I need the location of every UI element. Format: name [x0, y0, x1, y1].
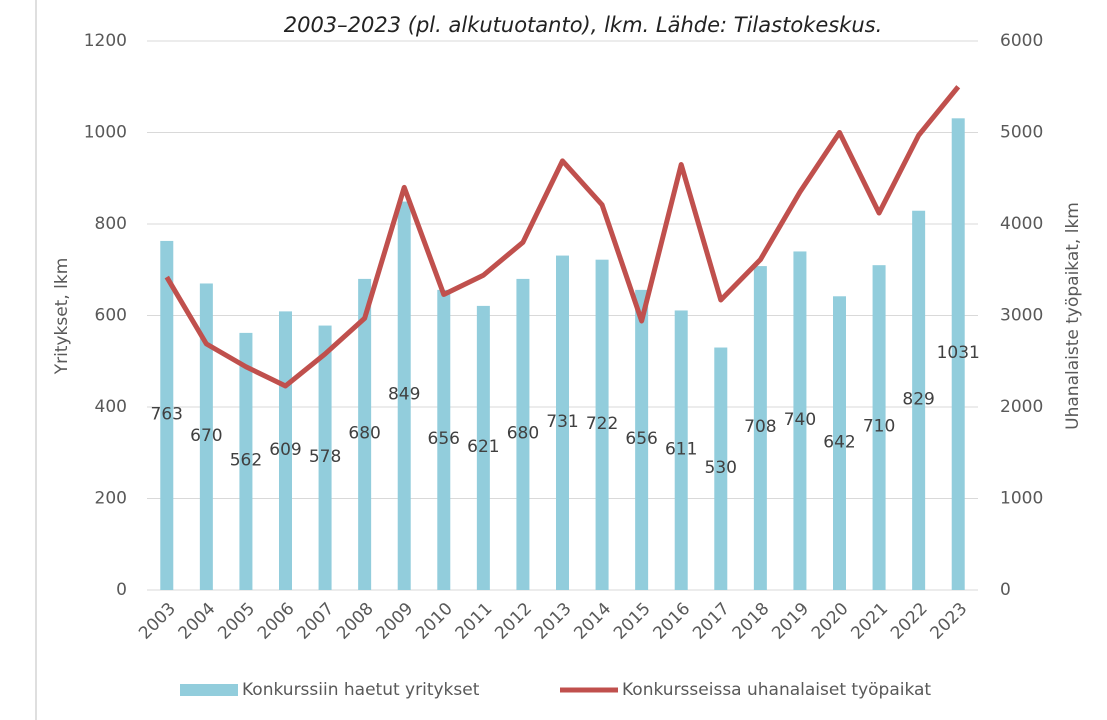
y-tick-label: 1200 — [84, 31, 127, 51]
x-tick-label: 2009 — [373, 599, 418, 644]
x-tick-label: 2007 — [293, 599, 338, 644]
y2-tick-label: 6000 — [1000, 31, 1043, 51]
data-label: 1031 — [937, 343, 980, 363]
data-label: 642 — [823, 432, 855, 452]
bar — [516, 278, 530, 590]
y2-tick-label: 5000 — [1000, 123, 1043, 143]
data-label: 562 — [230, 451, 262, 471]
y-tick-label: 600 — [95, 306, 127, 326]
y2-tick-label: 1000 — [1000, 489, 1043, 509]
x-tick-label: 2022 — [887, 599, 932, 644]
y2-tick-label: 2000 — [1000, 397, 1043, 417]
bar — [951, 118, 965, 590]
data-label: 656 — [428, 429, 460, 449]
chart-border — [35, 0, 37, 720]
bar — [872, 265, 886, 590]
bar — [318, 325, 332, 590]
y-tick-label: 1000 — [84, 123, 127, 143]
legend-label: Konkursseissa uhanalaiset työpaikat — [622, 680, 931, 700]
data-label: 680 — [348, 424, 380, 444]
x-tick-label: 2010 — [412, 599, 457, 644]
y2-axis-label: Uhanalaiste työpaikat, lkm — [1063, 202, 1083, 430]
x-tick-label: 2013 — [531, 599, 576, 644]
legend-label: Konkurssiin haetut yritykset — [242, 680, 480, 700]
bar — [635, 289, 649, 590]
legend-swatch — [180, 684, 238, 696]
x-tick-label: 2021 — [847, 599, 892, 644]
data-label: 722 — [586, 414, 618, 434]
bar — [437, 289, 451, 590]
x-tick-label: 2008 — [333, 599, 378, 644]
x-tick-label: 2017 — [689, 599, 734, 644]
data-label: 611 — [665, 439, 697, 459]
bar — [753, 266, 767, 590]
x-tick-label: 2015 — [610, 599, 655, 644]
data-label: 710 — [863, 417, 895, 437]
bar — [595, 259, 609, 590]
y2-tick-label: 0 — [1000, 580, 1011, 600]
y-tick-label: 400 — [95, 397, 127, 417]
x-tick-label: 2003 — [135, 599, 180, 644]
data-label: 530 — [705, 458, 737, 478]
bar — [358, 278, 372, 590]
x-tick-label: 2011 — [452, 599, 497, 644]
y-tick-label: 800 — [95, 214, 127, 234]
bar — [793, 251, 807, 590]
data-label: 621 — [467, 437, 499, 457]
bar — [199, 283, 213, 590]
bar — [160, 240, 174, 591]
x-tick-label: 2020 — [808, 599, 853, 644]
data-label: 708 — [744, 417, 776, 437]
x-tick-label: 2018 — [729, 599, 774, 644]
bar — [239, 332, 253, 590]
data-label: 731 — [546, 412, 578, 432]
x-tick-label: 2005 — [214, 599, 259, 644]
y-tick-label: 200 — [95, 489, 127, 509]
x-tick-label: 2016 — [650, 599, 695, 644]
data-label: 609 — [269, 440, 301, 460]
bar — [476, 305, 490, 590]
bar — [674, 310, 688, 590]
x-tick-label: 2019 — [768, 599, 813, 644]
y2-tick-label: 3000 — [1000, 306, 1043, 326]
chart-title: 2003–2023 (pl. alkutuotanto), lkm. Lähde… — [284, 13, 883, 37]
data-label: 680 — [507, 424, 539, 444]
data-label: 829 — [902, 389, 934, 409]
bar — [714, 347, 728, 590]
data-label: 849 — [388, 385, 420, 405]
x-tick-label: 2014 — [570, 599, 615, 644]
bar — [397, 201, 411, 590]
y-tick-label: 0 — [116, 580, 127, 600]
x-tick-label: 2006 — [254, 599, 299, 644]
x-tick-label: 2012 — [491, 599, 536, 644]
x-tick-label: 2004 — [175, 599, 220, 644]
data-label: 578 — [309, 447, 341, 467]
y2-tick-label: 4000 — [1000, 214, 1043, 234]
data-label: 763 — [151, 405, 183, 425]
data-label: 740 — [784, 410, 816, 430]
data-label: 670 — [190, 426, 222, 446]
bar — [556, 255, 569, 590]
bar — [833, 296, 846, 590]
bar — [912, 210, 926, 591]
y-axis-label: Yritykset, lkm — [52, 258, 72, 376]
data-label: 656 — [625, 429, 657, 449]
x-tick-label: 2023 — [927, 599, 972, 644]
line — [164, 85, 961, 389]
